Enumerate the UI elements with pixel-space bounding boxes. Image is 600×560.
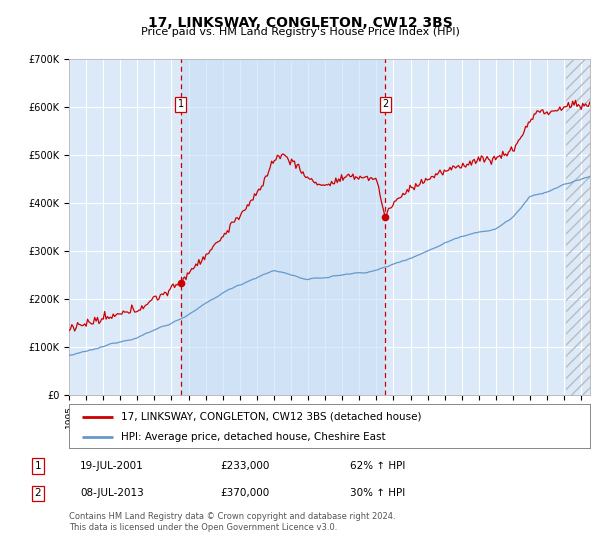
Bar <box>181 59 385 395</box>
Text: 17, LINKSWAY, CONGLETON, CW12 3BS (detached house): 17, LINKSWAY, CONGLETON, CW12 3BS (detac… <box>121 412 422 422</box>
Text: £233,000: £233,000 <box>220 461 269 472</box>
Text: 17, LINKSWAY, CONGLETON, CW12 3BS: 17, LINKSWAY, CONGLETON, CW12 3BS <box>148 16 452 30</box>
Text: HPI: Average price, detached house, Cheshire East: HPI: Average price, detached house, Ches… <box>121 432 386 442</box>
Text: £370,000: £370,000 <box>220 488 269 498</box>
Text: 19-JUL-2001: 19-JUL-2001 <box>80 461 144 472</box>
Text: 62% ↑ HPI: 62% ↑ HPI <box>350 461 406 472</box>
Text: 1: 1 <box>35 461 41 472</box>
Text: 2: 2 <box>35 488 41 498</box>
Text: 2: 2 <box>382 99 388 109</box>
Text: 08-JUL-2013: 08-JUL-2013 <box>80 488 144 498</box>
Text: Price paid vs. HM Land Registry's House Price Index (HPI): Price paid vs. HM Land Registry's House … <box>140 27 460 37</box>
Text: 1: 1 <box>178 99 184 109</box>
Text: 30% ↑ HPI: 30% ↑ HPI <box>350 488 405 498</box>
Text: Contains HM Land Registry data © Crown copyright and database right 2024.
This d: Contains HM Land Registry data © Crown c… <box>69 512 395 532</box>
